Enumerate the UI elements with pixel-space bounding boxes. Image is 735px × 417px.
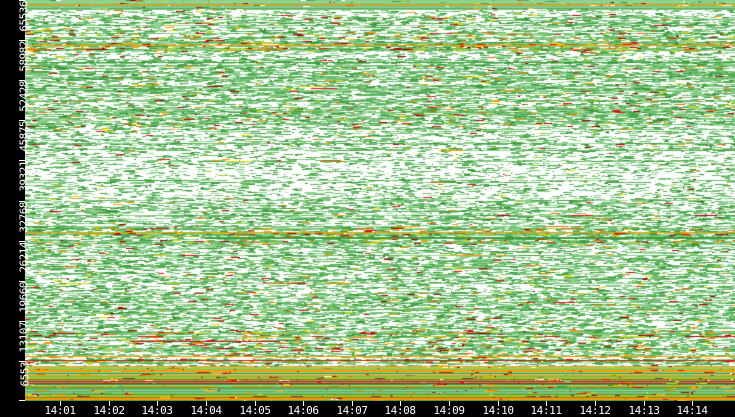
x-axis-label: 14:14 (676, 404, 708, 417)
x-axis-tick (498, 401, 499, 406)
x-axis-tick (546, 401, 547, 406)
x-axis-label: 14:12 (579, 404, 611, 417)
y-axis-label-text: 26214 (18, 242, 31, 273)
x-axis-label: 14:05 (239, 404, 271, 417)
x-axis-label: 14:01 (44, 404, 76, 417)
x-axis-tick (255, 401, 256, 406)
x-axis-tick (109, 401, 110, 406)
y-axis-tick (19, 0, 25, 1)
y-axis-tick (19, 201, 25, 202)
x-axis-tick (595, 401, 596, 406)
x-axis-label: 14:02 (93, 404, 125, 417)
x-axis: 14:01 14:02 14:03 14:04 14:05 14:06 14:07 14:08… (25, 401, 735, 417)
y-axis: 0655313107196602621432768393214587552428… (0, 0, 31, 407)
y-axis-label-text: 19660 (18, 282, 31, 313)
y-axis-tick (19, 321, 25, 322)
y-axis-label-text: 52428 (18, 81, 31, 112)
y-axis-tick (19, 120, 25, 121)
y-axis-label-text: 32768 (18, 202, 31, 233)
x-axis-label: 14:11 (530, 404, 562, 417)
y-axis-tick (19, 281, 25, 282)
x-axis-label: 14:06 (287, 404, 319, 417)
heatmap-canvas[interactable] (25, 0, 735, 401)
y-axis-label-text: 58982 (18, 41, 31, 72)
x-axis-label: 14:07 (336, 404, 368, 417)
x-axis-tick (692, 401, 693, 406)
x-axis-label: 14:13 (628, 404, 660, 417)
x-axis-label: 14:04 (190, 404, 222, 417)
x-axis-label: 14:03 (141, 404, 173, 417)
x-axis-tick (157, 401, 158, 406)
x-axis-label: 14:09 (433, 404, 465, 417)
x-axis-tick (449, 401, 450, 406)
x-axis-label: 14:08 (384, 404, 416, 417)
x-axis-tick (400, 401, 401, 406)
plot-area[interactable] (25, 0, 735, 401)
y-axis-tick (19, 400, 25, 401)
x-axis-tick (60, 401, 61, 406)
axis-corner (0, 401, 25, 415)
y-axis-tick (19, 160, 25, 161)
y-axis-label-text: 13107 (18, 322, 31, 353)
y-axis-label-text: 39321 (18, 161, 31, 192)
x-axis-tick (206, 401, 207, 406)
y-axis-label-text: 6553 (18, 362, 31, 387)
y-axis-tick (19, 80, 25, 81)
y-axis-tick (19, 40, 25, 41)
y-axis-tick (19, 361, 25, 362)
x-axis-label: 14:10 (482, 404, 514, 417)
y-axis-label-text: 65536 (18, 1, 31, 32)
x-axis-tick (644, 401, 645, 406)
y-axis-tick (19, 241, 25, 242)
x-axis-tick (303, 401, 304, 406)
y-axis-label-text: 45875 (18, 121, 31, 152)
x-axis-tick (352, 401, 353, 406)
